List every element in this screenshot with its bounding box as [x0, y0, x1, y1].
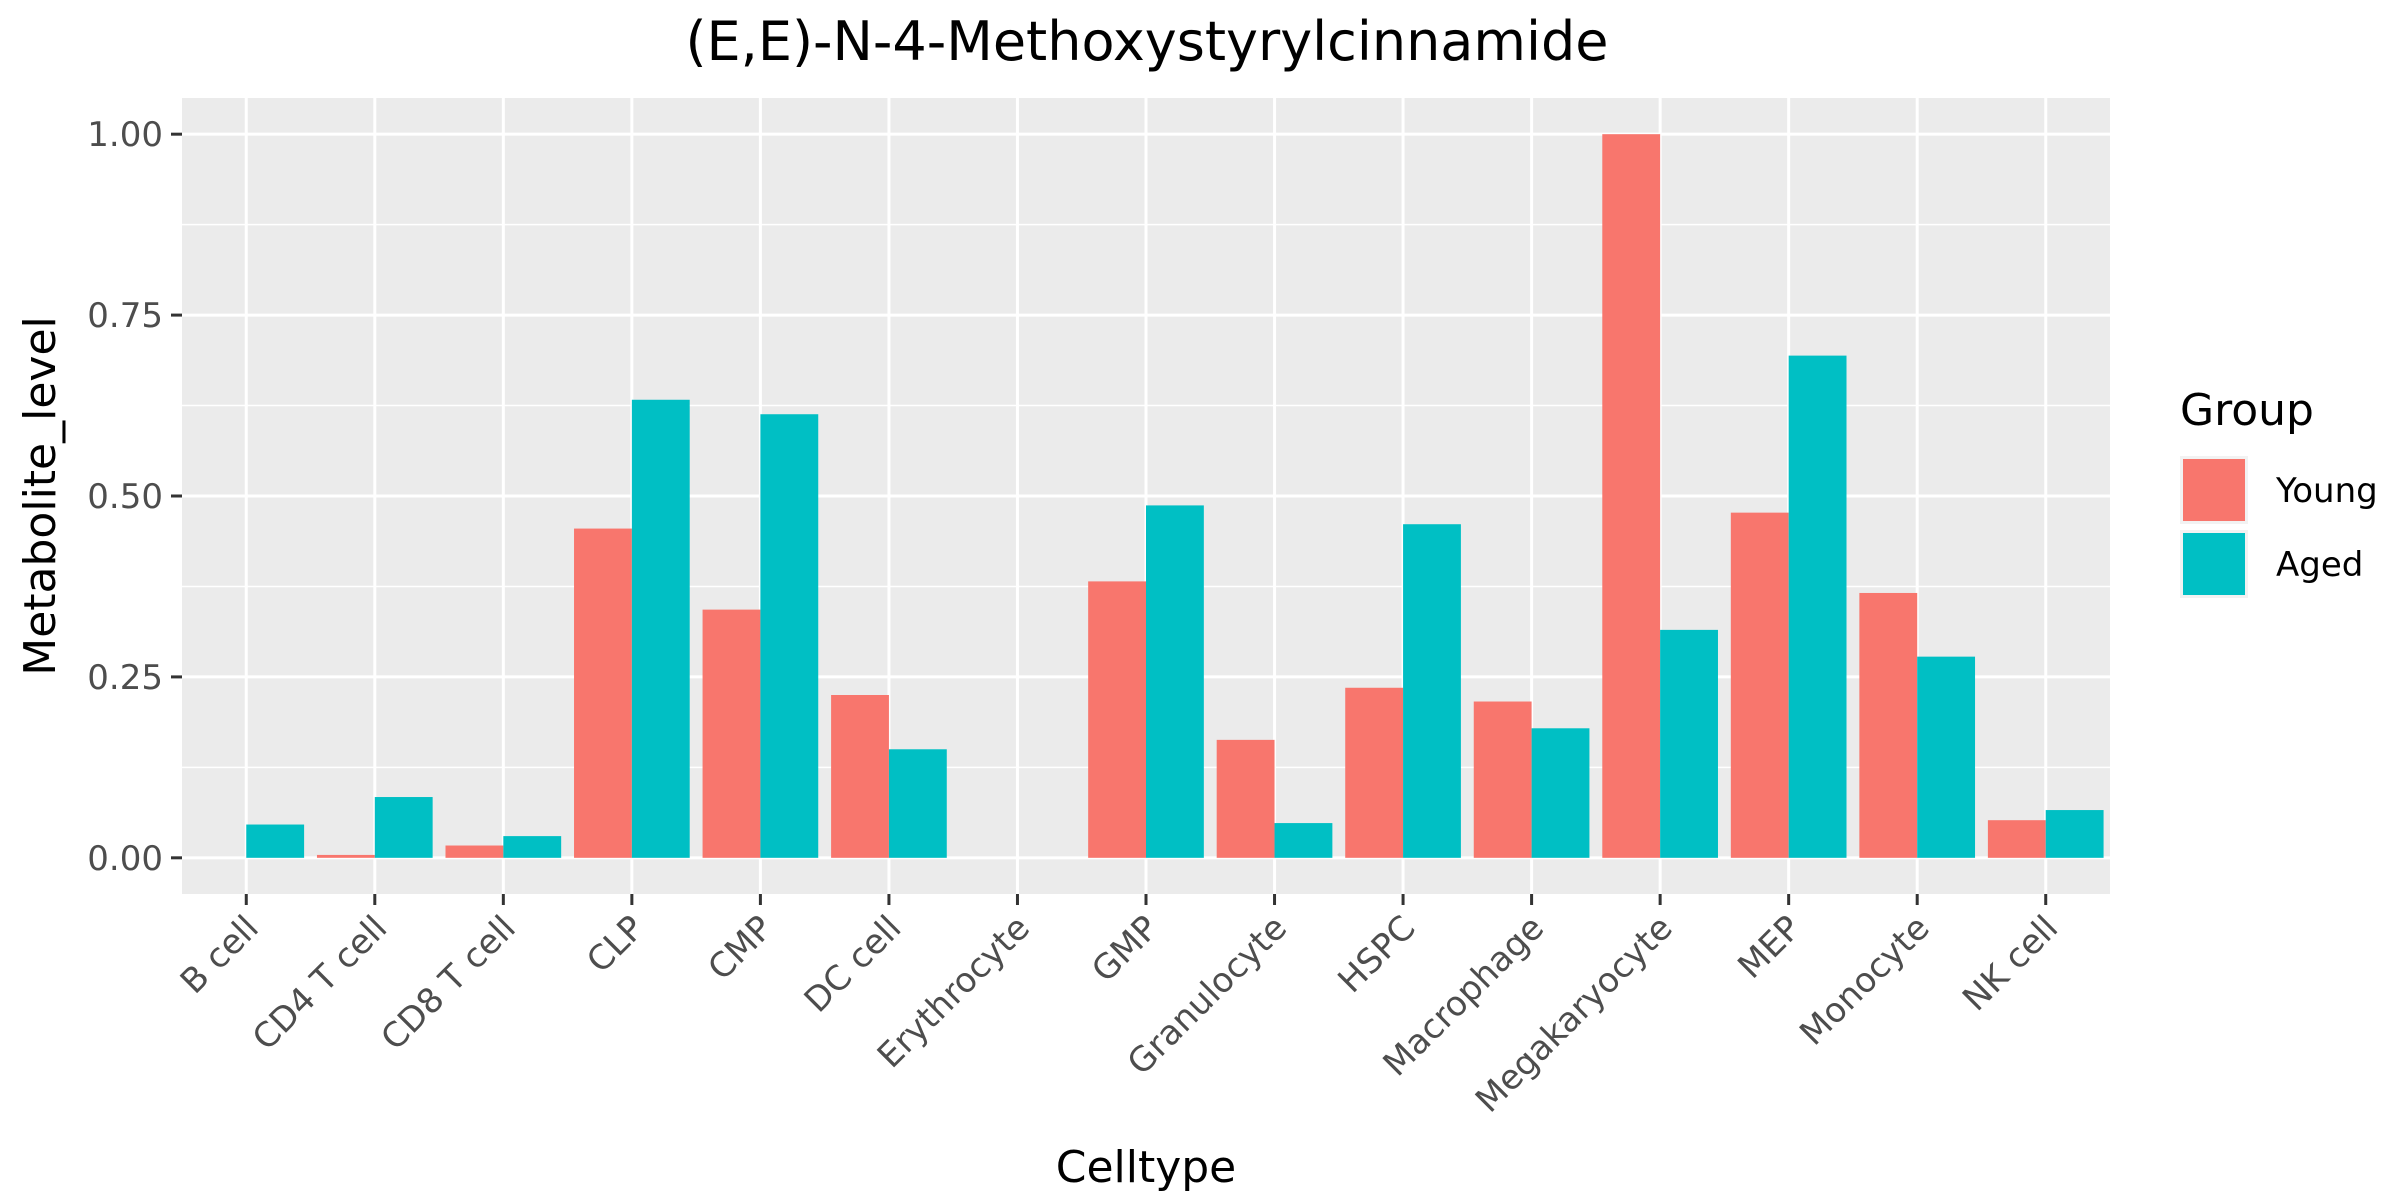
- bar-young: [574, 528, 632, 858]
- legend: Group Young Aged: [2180, 385, 2378, 598]
- bar-aged: [760, 414, 819, 858]
- legend-swatch-aged: [2183, 533, 2245, 595]
- bar-young: [316, 854, 375, 858]
- bar-aged: [1146, 505, 1204, 858]
- bar-aged: [1531, 728, 1590, 858]
- y-tick-label: 0.00: [87, 839, 163, 879]
- bar-young: [1473, 701, 1532, 858]
- y-axis: 0.00 0.25 0.50 0.75 1.00: [87, 115, 182, 879]
- x-axis-title: Celltype: [1056, 1142, 1237, 1193]
- bar-aged: [888, 749, 947, 858]
- bar-aged: [1403, 524, 1461, 858]
- bar-aged: [503, 836, 562, 858]
- bar-young: [1859, 592, 1918, 858]
- legend-title: Group: [2180, 385, 2314, 436]
- bar-young: [831, 695, 889, 858]
- bar-aged: [1788, 355, 1847, 858]
- y-tick-label: 0.75: [87, 296, 163, 336]
- bar-young: [1987, 820, 2046, 858]
- bar-aged: [1917, 656, 1976, 858]
- bar-aged: [631, 399, 690, 858]
- y-tick-label: 0.25: [87, 658, 163, 698]
- bar-aged: [1660, 629, 1718, 858]
- bar-aged: [1274, 823, 1333, 858]
- legend-swatch-young: [2183, 459, 2245, 521]
- bar-aged: [374, 797, 433, 858]
- y-axis-title: Metabolite_level: [15, 316, 66, 676]
- legend-label-aged: Aged: [2276, 545, 2363, 585]
- y-tick-label: 1.00: [87, 115, 163, 155]
- bar-young: [1088, 581, 1146, 858]
- y-tick-label: 0.50: [87, 477, 163, 517]
- bar-young: [702, 609, 761, 858]
- chart-title: (E,E)-N-4-Methoxystyrylcinnamide: [685, 10, 1608, 73]
- bar-young: [1345, 687, 1404, 858]
- bar-young: [1216, 739, 1275, 858]
- bar-aged: [246, 824, 305, 858]
- legend-label-young: Young: [2275, 471, 2378, 511]
- bar-young: [1730, 512, 1789, 858]
- bar-young: [445, 845, 504, 858]
- bars: [246, 134, 2104, 858]
- bar-young: [1602, 134, 1661, 858]
- bar-aged: [2045, 810, 2104, 858]
